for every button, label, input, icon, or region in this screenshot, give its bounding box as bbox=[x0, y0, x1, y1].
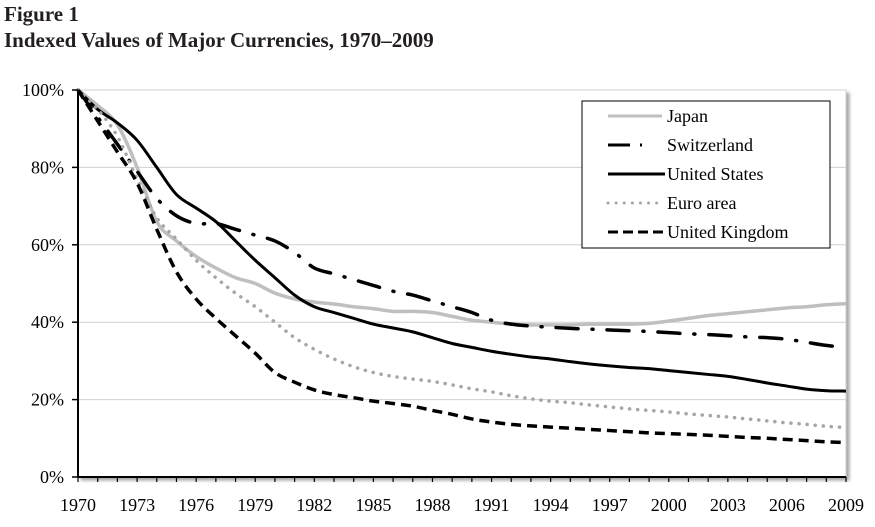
x-tick-label: 1991 bbox=[474, 495, 510, 515]
legend-item-japan: Japan bbox=[608, 106, 708, 126]
legend-label-switzerland: Switzerland bbox=[667, 135, 753, 155]
x-tick-label: 1973 bbox=[119, 495, 155, 515]
y-tick-label: 40% bbox=[31, 312, 64, 332]
legend-box bbox=[581, 100, 831, 249]
figure-label: Figure 1 bbox=[4, 2, 79, 26]
y-tick-label: 20% bbox=[31, 390, 64, 410]
axes bbox=[72, 89, 847, 482]
legend: Japan Switzerland United States Euro are… bbox=[581, 100, 831, 249]
legend-item-euro-area: Euro area bbox=[606, 193, 736, 213]
x-tick-label: 2009 bbox=[828, 495, 864, 515]
series-line-united-states bbox=[76, 88, 847, 393]
series-line-euro-area bbox=[76, 88, 848, 430]
y-tick-label: 0% bbox=[40, 467, 64, 487]
x-tick-label: 1982 bbox=[296, 495, 332, 515]
x-tick-label: 2000 bbox=[651, 495, 687, 515]
x-tick-label: 1997 bbox=[592, 495, 628, 515]
y-tick-label: 100% bbox=[22, 80, 64, 100]
x-tick-label: 2003 bbox=[710, 495, 746, 515]
legend-item-switzerland: Switzerland bbox=[608, 135, 753, 155]
figure-title: Indexed Values of Major Currencies, 1970… bbox=[4, 28, 434, 52]
series-layer bbox=[76, 88, 848, 445]
legend-item-united-states: United States bbox=[608, 164, 764, 184]
x-tick-label: 1985 bbox=[355, 495, 391, 515]
y-tick-label: 80% bbox=[31, 157, 64, 177]
x-tick-label: 1994 bbox=[533, 495, 569, 515]
legend-label-euro-area: Euro area bbox=[667, 193, 736, 213]
x-tick-label: 1988 bbox=[414, 495, 450, 515]
x-tick-labels: 1970 1973 1976 1979 1982 1985 1988 1991 1994 1997… bbox=[60, 495, 864, 515]
legend-item-united-kingdom: United Kingdom bbox=[608, 222, 789, 242]
y-tick-labels: 0% 20% 40% 60% 80% 100% bbox=[22, 80, 64, 487]
legend-label-united-kingdom: United Kingdom bbox=[667, 222, 789, 242]
series-line-switzerland bbox=[76, 88, 848, 350]
legend-label-japan: Japan bbox=[667, 106, 708, 126]
y-tick-label: 60% bbox=[31, 235, 64, 255]
legend-label-united-states: United States bbox=[667, 164, 764, 184]
x-tick-label: 1976 bbox=[178, 495, 214, 515]
x-tick-label: 1970 bbox=[60, 495, 96, 515]
x-tick-label: 2006 bbox=[769, 495, 805, 515]
series-line-japan bbox=[76, 88, 847, 327]
x-tick-label: 1979 bbox=[237, 495, 273, 515]
